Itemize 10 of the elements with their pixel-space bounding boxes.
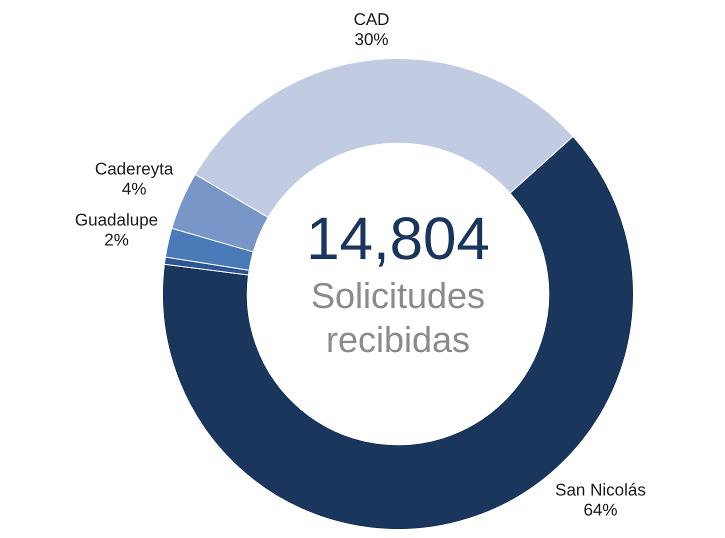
text: Solicitudes recibidas <box>310 274 486 362</box>
slice-label: CAD <box>354 10 390 29</box>
data-label: 2% <box>104 230 129 250</box>
slice-label: San Nicolás <box>555 480 646 500</box>
data-label: 4% <box>122 180 146 199</box>
slice-label: Cadereyta <box>94 160 174 179</box>
data-label: 30% <box>354 30 389 49</box>
text: 14,804 <box>305 204 491 274</box>
data-label: 64% <box>583 500 618 520</box>
slice-label: Guadalupe <box>74 210 158 230</box>
